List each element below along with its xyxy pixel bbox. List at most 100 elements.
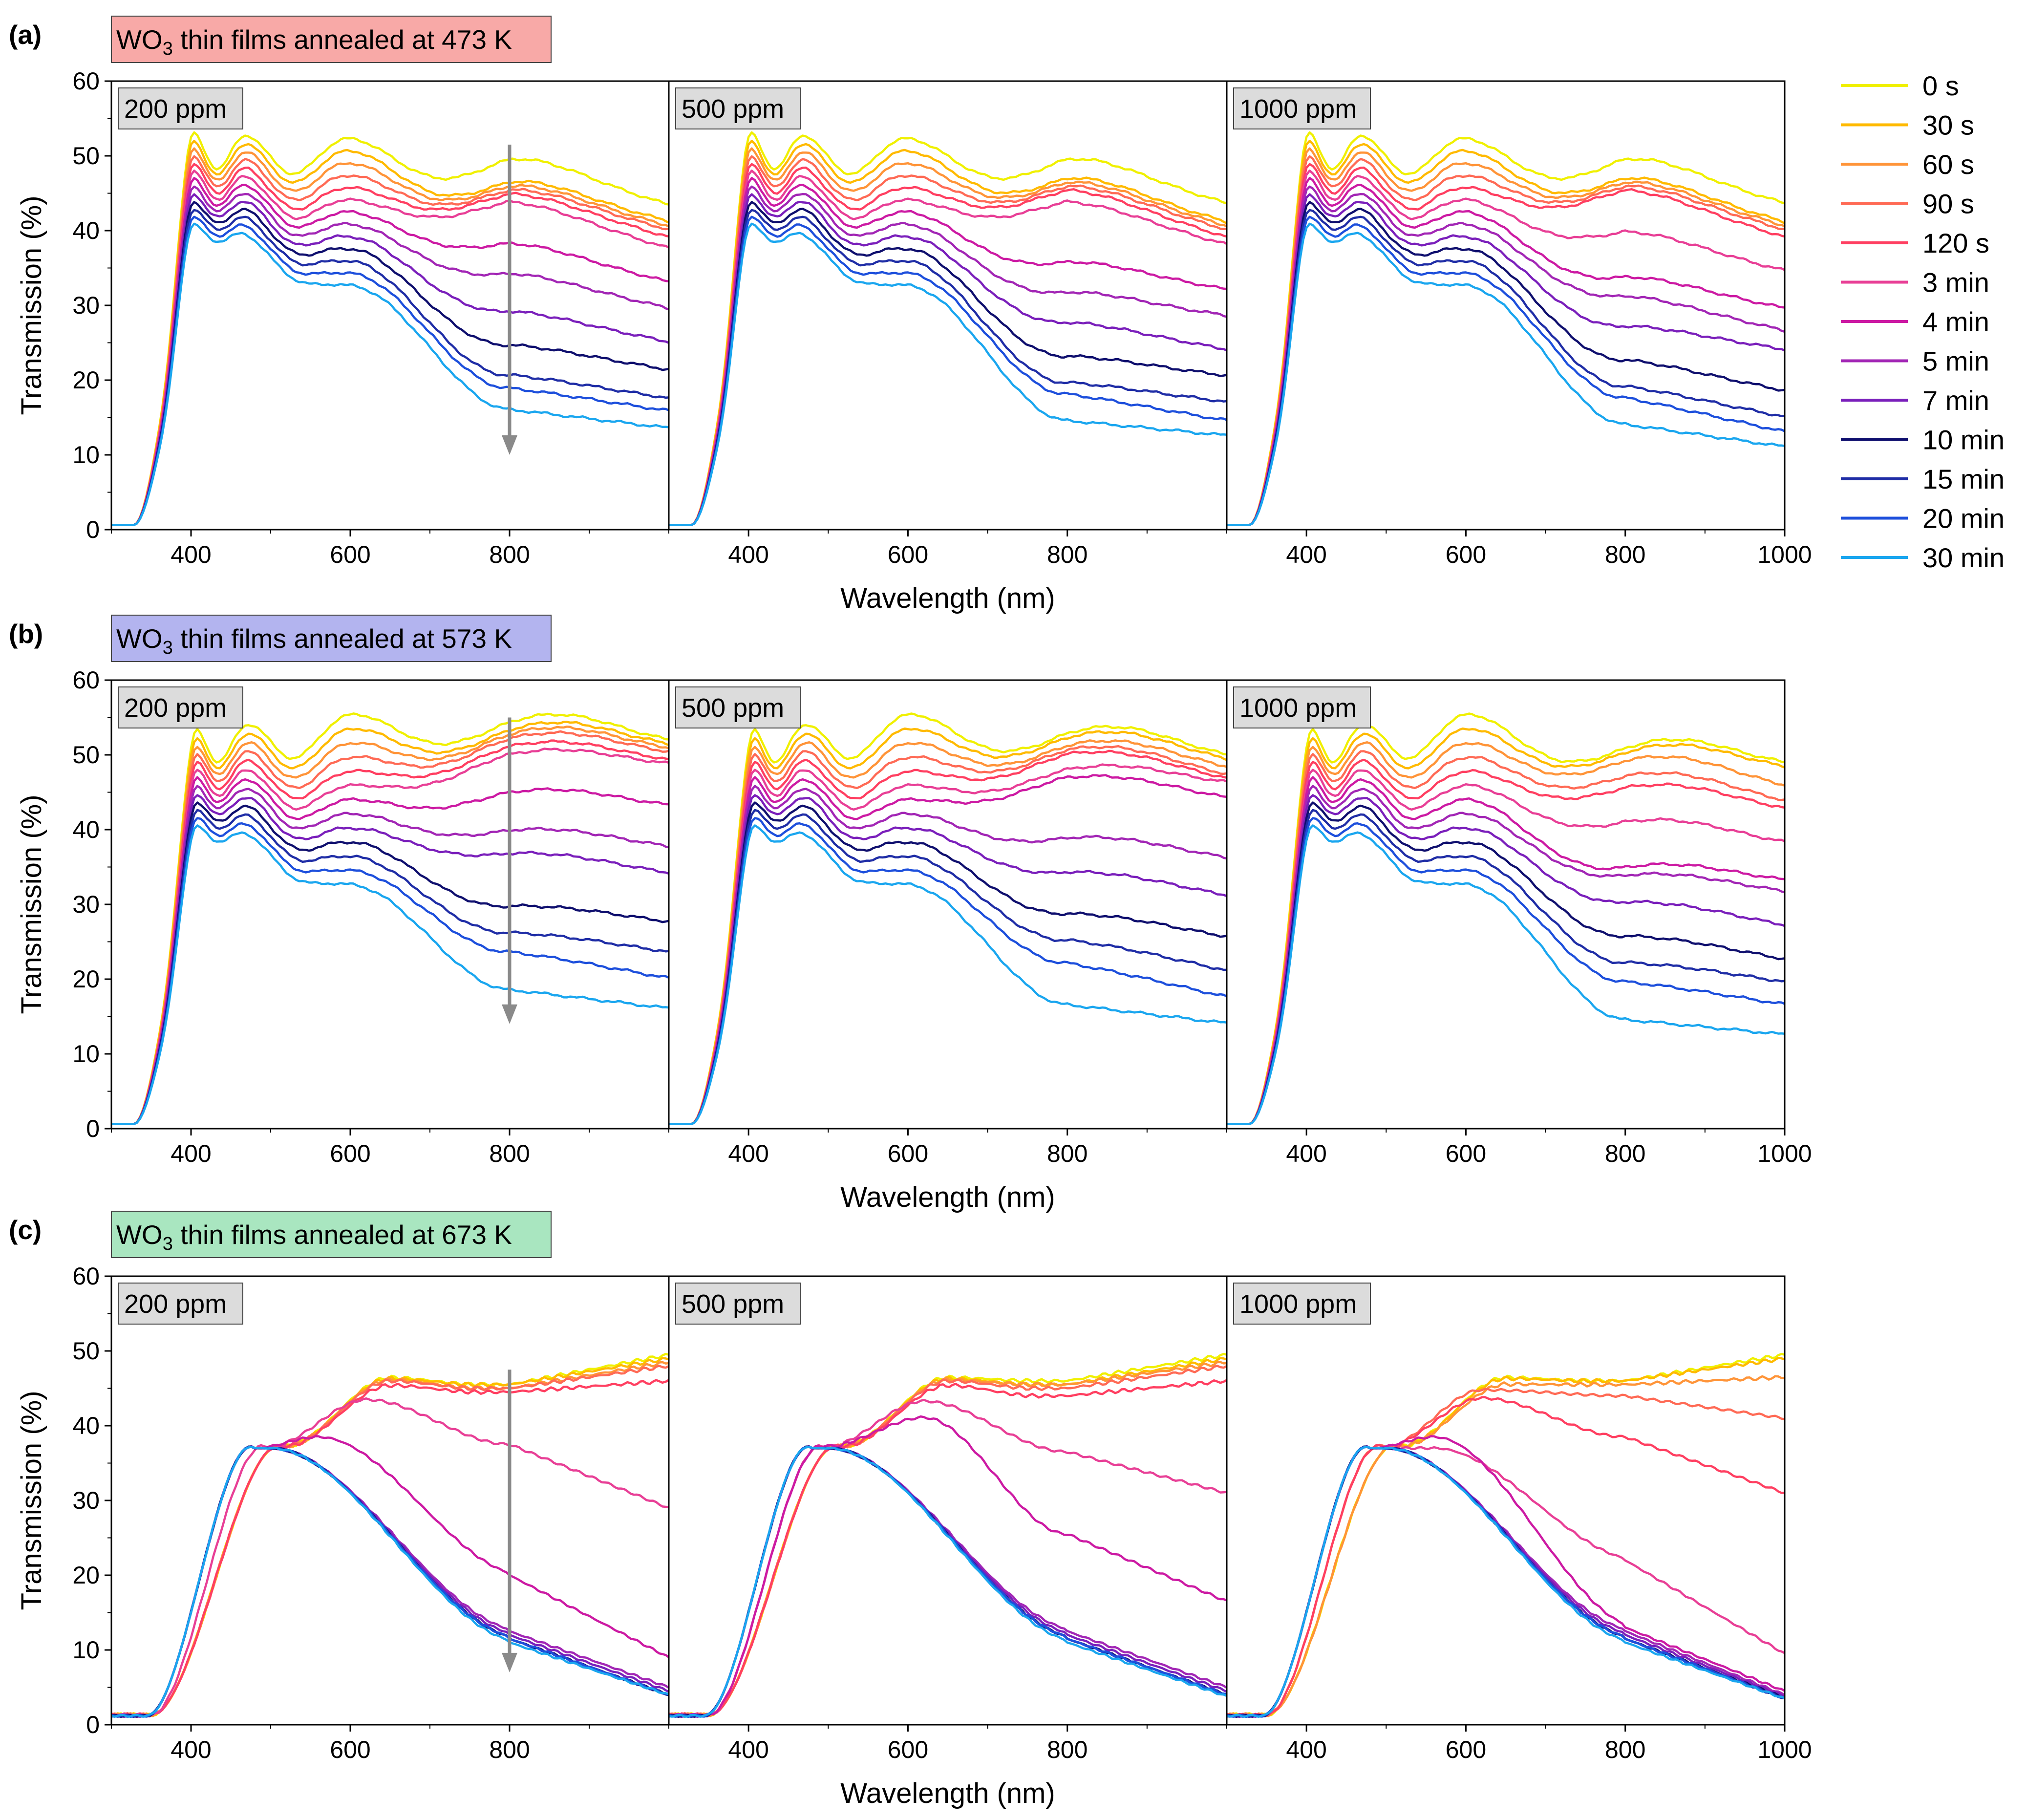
series-line-30-min (1227, 222, 1785, 527)
concentration-badge (675, 686, 801, 728)
legend-label: 7 min (1922, 385, 1989, 416)
concentration-badge (1233, 1283, 1371, 1325)
series-line-120-s (111, 1379, 669, 1718)
series-line-60-s (1227, 741, 1785, 1126)
series-group (111, 1352, 669, 1718)
series-line-30-min (111, 222, 669, 527)
y-tick-label: 20 (72, 366, 100, 394)
concentration-label: 200 ppm (124, 1289, 227, 1319)
series-line-3-min (1227, 769, 1785, 1126)
series-line-10-min (1227, 1445, 1785, 1718)
series-line-20-min (111, 817, 669, 1126)
series-line-30-s (1227, 140, 1785, 527)
legend-label: 120 s (1922, 228, 1989, 258)
x-tick-label: 800 (489, 541, 530, 568)
series-line-5-min (111, 785, 669, 1126)
series-line-5-min (1227, 785, 1785, 1126)
series-line-10-min (1227, 201, 1785, 527)
series-line-60-s (669, 739, 1227, 1126)
series-line-15-min (111, 809, 669, 1126)
series-line-4-min (111, 177, 669, 527)
x-tick-label: 800 (489, 1140, 530, 1167)
series-line-60-s (669, 147, 1227, 527)
x-tick-label: 800 (1047, 1140, 1088, 1167)
x-tick-label: 800 (1605, 541, 1645, 568)
series-line-4-min (1227, 776, 1785, 1126)
x-tick-label: 600 (330, 1140, 370, 1167)
series-line-20-min (1227, 1446, 1785, 1718)
panel-c-1: 400 600 800 200 ppm (110, 1275, 670, 1763)
series-line-30-min (111, 824, 669, 1126)
x-tick-label: 400 (1286, 1140, 1326, 1167)
panel-c-3: 400 600 800 1000 1000 ppm (1226, 1275, 1812, 1763)
series-group (1227, 131, 1785, 527)
series-line-0-s (111, 712, 669, 1126)
panel-b-2: 400 600 800 500 ppm (668, 679, 1228, 1167)
series-line-30-min (111, 1445, 669, 1718)
series-line-3-min (111, 748, 669, 1126)
legend-label: 10 min (1922, 425, 2005, 455)
x-tick-label: 400 (728, 1736, 768, 1763)
series-line-4-min (669, 177, 1227, 527)
series-line-5-min (669, 185, 1227, 527)
series-line-4-min (669, 774, 1227, 1126)
series-line-30-s (111, 721, 669, 1126)
series-line-7-min (111, 1445, 669, 1718)
series-line-120-s (1227, 758, 1785, 1126)
x-axis-label: Wavelength (nm) (840, 582, 1055, 614)
series-line-15-min (1227, 209, 1785, 527)
y-tick-label: 50 (72, 741, 100, 769)
x-tick-label: 1000 (1757, 541, 1812, 568)
series-line-20-min (669, 215, 1227, 527)
y-axis-label: Transmission (%) (16, 794, 47, 1014)
series-line-120-s (111, 163, 669, 527)
plot-frame (1226, 679, 1786, 1130)
series-line-10-min (111, 801, 669, 1126)
legend-label: 30 s (1922, 110, 1974, 141)
series-line-20-min (669, 1446, 1227, 1718)
panel-c-2: 400 600 800 500 ppm (668, 1275, 1228, 1763)
row-letter: (b) (9, 619, 43, 649)
x-tick-label: 800 (489, 1736, 530, 1763)
concentration-label: 1000 ppm (1239, 94, 1357, 124)
arrow-head (502, 1004, 517, 1024)
series-line-10-min (111, 201, 669, 527)
series-line-5-min (111, 185, 669, 527)
x-tick-label: 400 (1286, 1736, 1326, 1763)
series-line-120-s (669, 163, 1227, 527)
series-line-120-s (669, 1379, 1227, 1718)
y-tick-label: 50 (72, 1337, 100, 1365)
y-tick-label: 40 (72, 816, 100, 843)
title-banner (111, 1211, 552, 1258)
series-line-7-min (1227, 794, 1785, 1126)
series-line-60-s (1227, 1375, 1785, 1718)
series-line-30-min (669, 1445, 1227, 1718)
legend-label: 15 min (1922, 464, 2005, 494)
x-tick-label: 800 (1047, 1736, 1088, 1763)
x-tick-label: 600 (330, 541, 370, 568)
x-tick-label: 600 (1446, 1140, 1486, 1167)
chart-row-a: (a) WO3 thin films annealed at 473 K Trans… (9, 16, 1812, 614)
concentration-badge (1233, 87, 1371, 129)
series-line-4-min (111, 1435, 669, 1718)
series-line-5-min (1227, 1445, 1785, 1718)
y-axis-label: Transmission (%) (16, 195, 47, 415)
x-tick-label: 600 (330, 1736, 370, 1763)
series-line-10-min (669, 801, 1227, 1126)
row-letter: (c) (9, 1215, 42, 1245)
chart-row-c: (c) WO3 thin films annealed at 673 K Trans… (9, 1211, 1812, 1809)
y-tick-label: 10 (72, 1636, 100, 1664)
series-line-60-s (669, 1361, 1227, 1718)
y-tick-label: 10 (72, 1040, 100, 1068)
legend-label: 0 s (1922, 70, 1959, 101)
series-line-0-s (669, 712, 1227, 1126)
x-tick-label: 400 (1286, 541, 1326, 568)
legend-label: 3 min (1922, 267, 1989, 298)
series-line-7-min (669, 1445, 1227, 1718)
panel-a-3: 400 600 800 1000 1000 ppm (1226, 80, 1812, 568)
series-line-15-min (669, 209, 1227, 527)
x-tick-label: 600 (1446, 1736, 1486, 1763)
series-line-30-s (111, 140, 669, 527)
y-tick-label: 0 (86, 516, 100, 543)
concentration-label: 200 ppm (124, 94, 227, 124)
